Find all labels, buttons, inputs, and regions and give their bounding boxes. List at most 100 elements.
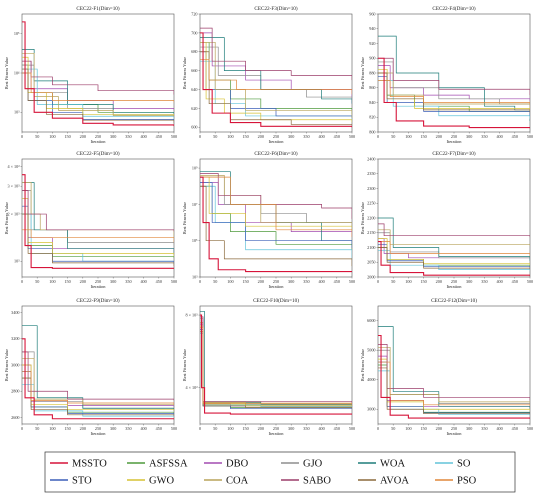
- x-tick-label: 250: [273, 279, 279, 284]
- chart-title: CEC22-F10(Dim=10): [253, 297, 299, 304]
- series-line-pso: [378, 361, 530, 407]
- x-tick-label: 100: [405, 134, 411, 139]
- x-tick-label: 250: [273, 134, 279, 139]
- series-group: [22, 21, 174, 127]
- x-tick-label: 100: [227, 134, 233, 139]
- x-tick-label: 400: [140, 279, 146, 284]
- x-tick-label: 150: [420, 426, 426, 431]
- legend-label: PSO: [457, 476, 477, 487]
- series-line-pso: [378, 241, 530, 257]
- x-tick-label: 150: [242, 134, 248, 139]
- legend-label: GJO: [303, 459, 323, 470]
- legend-item-coa: COA: [204, 476, 249, 487]
- x-axis-label: Iteration: [269, 431, 285, 436]
- series-line-gwo: [22, 364, 174, 411]
- x-tick-label: 0: [377, 426, 379, 431]
- y-tick-label: 840: [369, 100, 375, 105]
- series-line-sabo: [200, 27, 352, 81]
- x-tick-label: 400: [318, 426, 324, 431]
- x-tick-label: 400: [496, 426, 502, 431]
- y-axis-label: Best Fitness Value: [4, 57, 9, 89]
- x-tick-label: 250: [451, 279, 457, 284]
- x-tick-label: 450: [512, 134, 518, 139]
- x-tick-label: 100: [49, 426, 55, 431]
- y-tick-label: 4 × 10³: [186, 385, 199, 390]
- x-tick-label: 300: [466, 426, 472, 431]
- x-tick-label: 200: [258, 426, 264, 431]
- x-tick-label: 450: [156, 279, 162, 284]
- x-tick-label: 150: [64, 134, 70, 139]
- y-tick-label: 10³: [14, 110, 20, 115]
- x-tick-label: 350: [125, 134, 131, 139]
- series-group: [378, 326, 530, 419]
- plot-area: [21, 305, 175, 425]
- x-tick-label: 300: [288, 279, 294, 284]
- y-tick-label: 3000: [367, 407, 375, 412]
- x-tick-label: 200: [258, 279, 264, 284]
- x-tick-label: 500: [527, 426, 533, 431]
- legend-item-avoa: AVOA: [358, 476, 409, 487]
- x-tick-label: 100: [49, 134, 55, 139]
- chart-title: CEC22-F1(Dim=10): [76, 5, 120, 12]
- x-tick-label: 0: [21, 426, 23, 431]
- x-tick-label: 450: [334, 279, 340, 284]
- series-line-avoa: [378, 247, 530, 270]
- series-group: [200, 27, 352, 128]
- x-tick-label: 0: [199, 279, 201, 284]
- x-axis-label: Iteration: [447, 139, 463, 144]
- x-tick-label: 450: [156, 426, 162, 431]
- x-tick-label: 200: [80, 426, 86, 431]
- y-tick-label: 800: [369, 129, 375, 134]
- legend-label: GWO: [149, 476, 174, 487]
- legend-item-woa: WOA: [358, 459, 405, 470]
- x-tick-label: 100: [227, 279, 233, 284]
- x-tick-label: 400: [140, 134, 146, 139]
- legend-label: STO: [72, 476, 92, 487]
- x-tick-label: 0: [21, 134, 23, 139]
- x-tick-label: 500: [349, 426, 355, 431]
- x-tick-label: 450: [334, 426, 340, 431]
- x-tick-label: 50: [35, 426, 39, 431]
- series-line-mssto: [378, 57, 530, 129]
- chart-panel-4: CEC22-F5(Dim=10) 0 50 100 150 200 250 300 350 400…: [4, 150, 177, 289]
- x-tick-label: 300: [110, 426, 116, 431]
- y-tick-label: 680: [191, 49, 197, 54]
- x-tick-label: 0: [377, 134, 379, 139]
- series-line-avoa: [22, 213, 174, 266]
- y-axis-label: Best Fitness Value: [182, 202, 187, 234]
- x-tick-label: 200: [80, 279, 86, 284]
- chart-panel-1: CEC22-F1(Dim=10) 0 50 100 150 200 250 300 350 400…: [4, 5, 177, 144]
- x-tick-label: 450: [334, 134, 340, 139]
- series-line-sabo: [378, 223, 530, 238]
- series-line-woa: [378, 217, 530, 261]
- x-axis-label: Iteration: [91, 139, 107, 144]
- x-tick-label: 450: [156, 134, 162, 139]
- y-tick-label: 6000: [367, 318, 375, 323]
- series-group: [378, 217, 530, 276]
- x-tick-label: 200: [80, 134, 86, 139]
- y-tick-label: 2100: [367, 245, 375, 250]
- y-tick-label: 640: [191, 87, 197, 92]
- chart-panel-2: CEC22-F3(Dim=10) 0 50 100 150 200 250 300 350 400…: [182, 5, 355, 144]
- x-tick-label: 400: [140, 426, 146, 431]
- y-tick-label: 3200: [11, 336, 19, 341]
- y-axis-label: Best Fitness Value: [360, 349, 365, 381]
- y-axis-label: Best Fitness Value: [182, 57, 187, 89]
- x-tick-label: 250: [273, 426, 279, 431]
- y-axis-label: Best Fitness Value: [360, 57, 365, 89]
- series-line-pso: [200, 176, 352, 238]
- series-line-mssto: [22, 338, 174, 420]
- legend-box: [44, 451, 516, 493]
- x-axis-label: Iteration: [91, 284, 107, 289]
- series-line-sabo: [22, 190, 174, 232]
- x-tick-label: 150: [64, 426, 70, 431]
- legend-label: COA: [226, 476, 249, 487]
- series-line-sabo: [22, 351, 174, 401]
- x-tick-label: 450: [512, 279, 518, 284]
- y-tick-label: 920: [369, 41, 375, 46]
- chart-panel-6: CEC22-F7(Dim=10) 0 50 100 150 200 250 300 350 400…: [360, 150, 533, 289]
- series-line-sabo: [378, 344, 530, 401]
- x-tick-label: 50: [213, 134, 217, 139]
- series-line-pso: [200, 58, 352, 95]
- chart-title: CEC22-F3(Dim=10): [254, 5, 298, 12]
